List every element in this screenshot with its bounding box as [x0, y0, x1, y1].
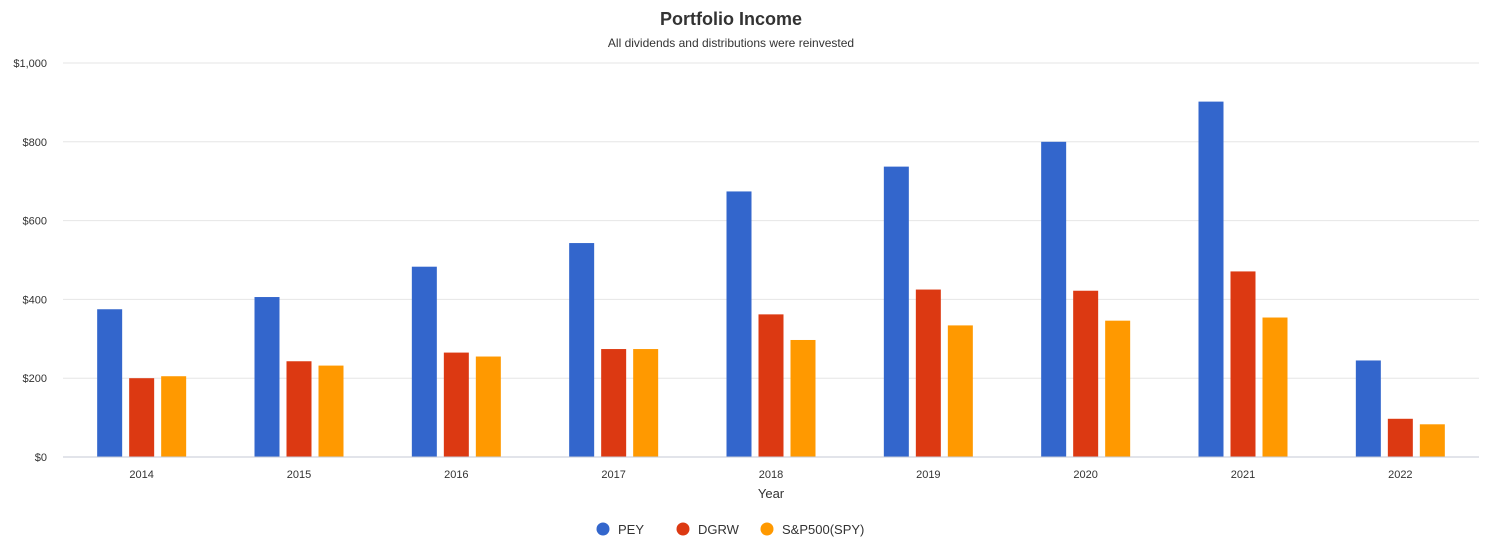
bar-pey-2014 — [97, 309, 123, 457]
legend-label-1: DGRW — [698, 522, 740, 537]
bar-pey-2016 — [411, 266, 437, 457]
bar-pey-2019 — [883, 166, 909, 457]
bar-pey-2017 — [569, 243, 595, 457]
bar-dgrw-2014 — [129, 378, 155, 457]
bar-dgrw-2022 — [1387, 418, 1413, 457]
x-tick-label: 2021 — [1231, 469, 1255, 481]
chart-subtitle: All dividends and distributions were rei… — [608, 36, 854, 50]
bar-s-p500-spy-2014 — [161, 376, 187, 457]
bar-dgrw-2020 — [1073, 290, 1099, 457]
legend-marker-1 — [676, 522, 690, 536]
legend-marker-2 — [760, 522, 774, 536]
legend: PEY DGRW S&P500(SPY) — [596, 522, 864, 537]
bar-dgrw-2016 — [443, 352, 469, 457]
bar-pey-2018 — [726, 191, 752, 457]
bar-s-p500-spy-2018 — [790, 339, 816, 457]
bar-pey-2022 — [1355, 360, 1381, 457]
y-tick-label: $400 — [23, 294, 47, 306]
x-tick-label: 2014 — [129, 469, 153, 481]
x-tick-label: 2016 — [444, 469, 468, 481]
x-tick-label: 2022 — [1388, 469, 1412, 481]
bar-s-p500-spy-2016 — [475, 356, 501, 457]
bars — [97, 101, 1445, 458]
bar-s-p500-spy-2021 — [1262, 317, 1288, 457]
bar-pey-2020 — [1041, 141, 1067, 458]
bar-dgrw-2017 — [601, 349, 627, 457]
bar-s-p500-spy-2015 — [318, 365, 344, 457]
bar-pey-2015 — [254, 297, 280, 457]
y-tick-label: $1,000 — [13, 58, 47, 70]
x-tick-label: 2017 — [601, 469, 625, 481]
x-axis-title: Year — [758, 486, 785, 501]
legend-label-0: PEY — [618, 522, 644, 537]
bar-dgrw-2021 — [1230, 271, 1256, 457]
bar-pey-2021 — [1198, 101, 1224, 457]
x-tick-label: 2020 — [1073, 469, 1097, 481]
y-tick-label: $600 — [23, 216, 47, 228]
bar-dgrw-2019 — [915, 289, 941, 457]
bar-s-p500-spy-2017 — [633, 349, 659, 457]
bar-s-p500-spy-2020 — [1105, 320, 1131, 457]
bar-s-p500-spy-2022 — [1419, 424, 1445, 457]
legend-label-2: S&P500(SPY) — [782, 522, 864, 537]
bar-dgrw-2018 — [758, 314, 784, 457]
y-tick-label: $200 — [23, 373, 47, 385]
bar-s-p500-spy-2019 — [947, 325, 973, 457]
x-tick-label: 2018 — [759, 469, 783, 481]
bar-dgrw-2015 — [286, 361, 312, 457]
x-axis-ticks: 2014 2015 2016 2017 2018 2019 2020 2021 2022 — [129, 469, 1412, 481]
y-axis-ticks: $0 $200 $400 $600 $800 $1,000 — [13, 58, 47, 464]
legend-marker-0 — [596, 522, 610, 536]
y-tick-label: $800 — [23, 137, 47, 149]
x-tick-label: 2019 — [916, 469, 940, 481]
y-tick-label: $0 — [35, 452, 47, 464]
x-tick-label: 2015 — [287, 469, 311, 481]
chart-title: Portfolio Income — [660, 9, 802, 29]
